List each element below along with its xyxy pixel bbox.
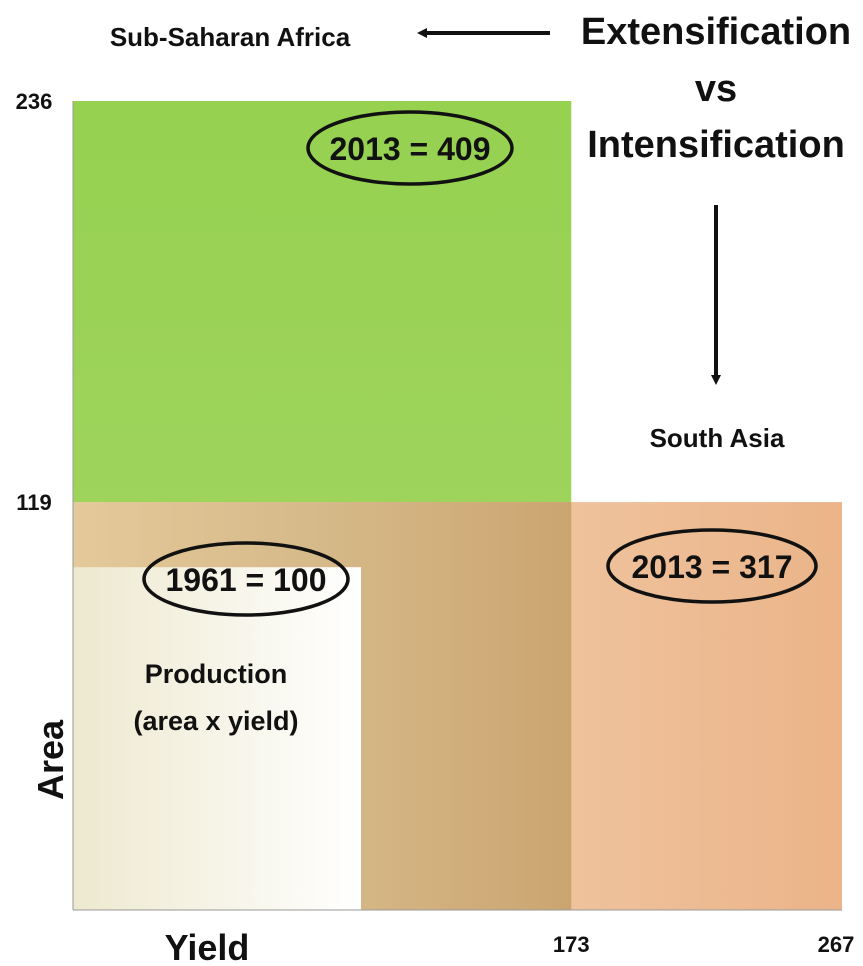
production-formula: (area x yield) (133, 706, 298, 736)
south-asia-2013-label: 2013 = 317 (631, 549, 792, 585)
y-tick-label: 236 (16, 89, 53, 114)
production-label: Production (145, 659, 288, 689)
x-axis-title: Yield (165, 927, 250, 966)
baseline-1961-ellipse (142, 541, 350, 617)
ssa-2013-label: 2013 = 409 (329, 131, 490, 167)
title-line-1: Extensification (581, 11, 851, 53)
ssa-2013-ellipse (306, 110, 514, 186)
south-asia-2013-ellipse (606, 528, 818, 604)
baseline-1961-region (73, 567, 362, 910)
y-axis-title: Area (30, 719, 71, 800)
baseline-1961-label: 1961 = 100 (165, 562, 326, 598)
x-tick-label: 267 (818, 932, 855, 957)
title-line-2: vs (695, 68, 737, 110)
south-asia-label: South Asia (650, 423, 785, 453)
sub-saharan-africa-label: Sub-Saharan Africa (110, 22, 351, 52)
x-tick-label: 173 (553, 932, 590, 957)
title-line-3: Intensification (587, 124, 845, 166)
y-tick-label: 119 (16, 490, 52, 515)
